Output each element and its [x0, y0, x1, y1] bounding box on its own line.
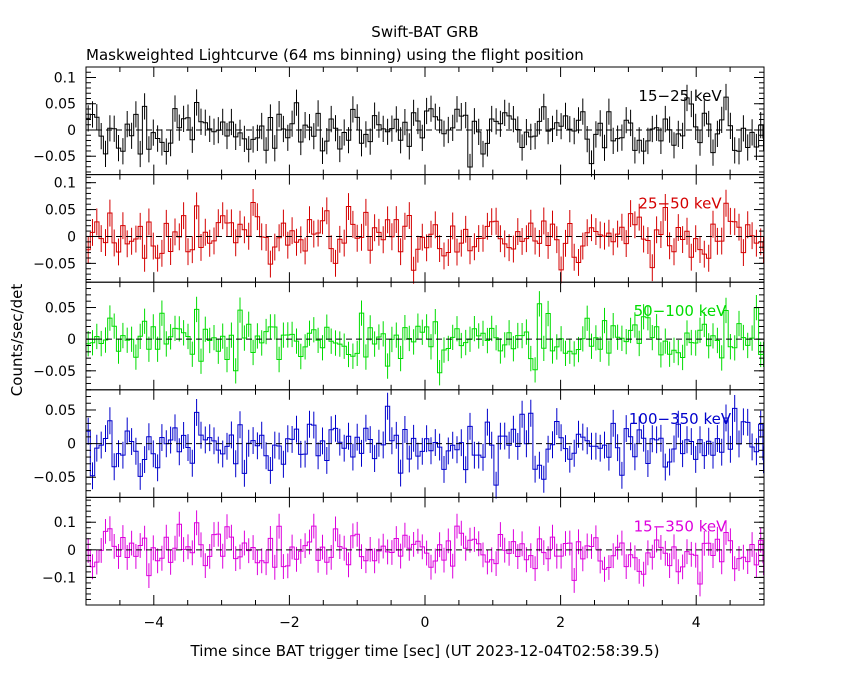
y-tick-label: 0.1: [54, 70, 76, 86]
y-tick-label: −0.05: [33, 470, 76, 486]
panel-5-series-line: [86, 522, 764, 585]
y-tick-label: 0.05: [45, 203, 76, 219]
y-tick-label: 0: [67, 123, 76, 139]
panel-4-error-bars: [87, 392, 764, 499]
panel-2-series-line: [86, 202, 764, 271]
panel-1-series-line: [86, 96, 764, 168]
panel-3-series-line: [86, 303, 764, 374]
x-tick-label: 4: [692, 615, 701, 631]
panel-3: 0.05 0 −0.05 50−100 keV: [33, 281, 765, 391]
panel-3-band-label: 50−100 keV: [634, 302, 727, 320]
y-tick-label: −0.1: [42, 570, 76, 586]
panel-5-band-label: 15−350 keV: [634, 517, 727, 535]
y-tick-label: 0.05: [45, 403, 76, 419]
x-tick-label: −4: [143, 615, 164, 631]
x-axis-label: Time since BAT trigger time [sec] (UT 20…: [190, 642, 660, 660]
y-tick-label: 0: [67, 543, 76, 559]
y-tick-label: 0.1: [54, 515, 76, 531]
panel-2-band-label: 25−50 keV: [638, 195, 722, 213]
y-tick-label: −0.05: [33, 364, 76, 380]
panel-1: 0.1 0.05 0 −0.05 15−25 keV: [33, 66, 765, 181]
panel-4-series-line: [86, 405, 764, 486]
chart-subtitle: Maskweighted Lightcurve (64 ms binning) …: [86, 46, 584, 64]
y-tick-label: 0.1: [54, 176, 76, 192]
y-tick-label: 0.05: [45, 97, 76, 113]
x-tick-label: 0: [421, 615, 430, 631]
x-tick-label: 2: [556, 615, 565, 631]
panel-1-band-label: 15−25 keV: [638, 87, 722, 105]
panel-2-frame: [85, 174, 765, 283]
panel-2: 0.1 0.05 0 −0.05 25−50 keV: [33, 174, 765, 284]
y-tick-label: 0: [67, 332, 76, 348]
y-tick-label: −0.05: [33, 256, 76, 272]
panels-group: 0.1 0.05 0 −0.05 15−25 keV 0.1 0.05 0 −0.05 25−50…: [33, 66, 765, 631]
y-tick-label: 0.05: [45, 301, 76, 317]
panel-5: 0.1 0 −0.1 15−350 keV: [42, 496, 765, 606]
chart-title: Swift-BAT GRB: [371, 23, 478, 41]
y-tick-label: 0: [67, 437, 76, 453]
panel-4-band-label: 100−350 keV: [629, 410, 732, 428]
x-tick-label: −2: [279, 615, 300, 631]
y-tick-label: 0: [67, 229, 76, 245]
y-axis-label: Counts/sec/det: [8, 284, 26, 397]
panel-4: 0.05 0 −0.05 100−350 keV: [33, 389, 765, 499]
y-tick-label: −0.05: [33, 149, 76, 165]
